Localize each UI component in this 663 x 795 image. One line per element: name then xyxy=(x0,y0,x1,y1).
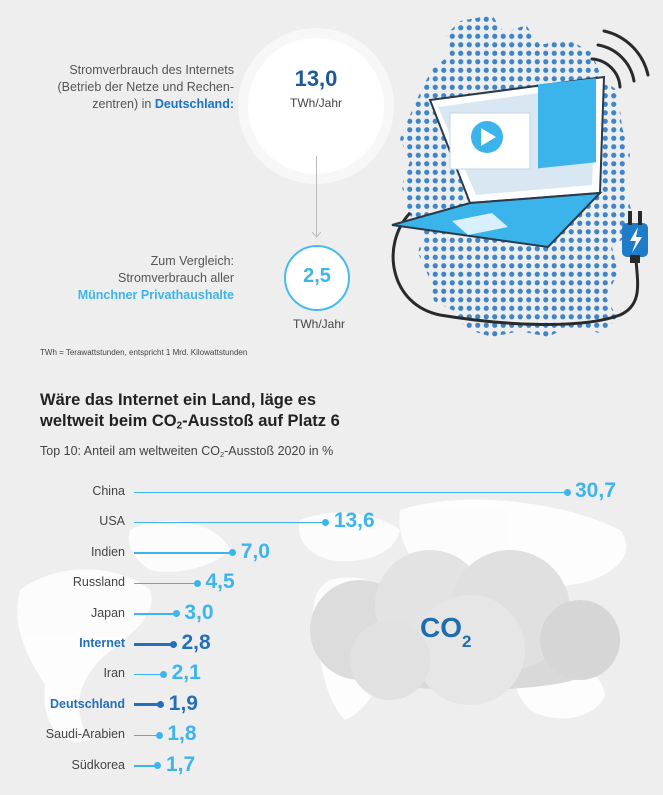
germany-value: 13,0 xyxy=(294,66,338,91)
bar xyxy=(134,703,161,707)
comparison-label: Zum Vergleich: Stromverbrauch aller Münc… xyxy=(77,254,234,302)
chart-subtitle: Top 10: Anteil am weltweiten CO2-Ausstoß… xyxy=(40,444,334,459)
value-label: 1,9 xyxy=(168,691,198,715)
category-label: Deutschland xyxy=(49,696,125,711)
bar-end-point xyxy=(193,579,201,587)
bar xyxy=(134,552,233,554)
bar xyxy=(134,521,326,524)
category-label: Iran xyxy=(103,666,125,681)
value-label: 1,8 xyxy=(167,722,197,746)
play-icon xyxy=(471,121,503,153)
germany-consumption-label: Stromverbrauch des Internets (Betrieb de… xyxy=(57,63,234,111)
value-label: 13,6 xyxy=(333,509,375,533)
category-label: Südkorea xyxy=(71,757,125,772)
value-label: 1,7 xyxy=(165,752,196,776)
bar-end-point xyxy=(322,518,330,526)
bar-end-point xyxy=(154,762,162,770)
comparison-unit: TWh/Jahr xyxy=(292,317,345,331)
category-label: Japan xyxy=(90,605,125,620)
comparison-value-circle: 2,5 xyxy=(284,245,350,311)
germany-unit: TWh/Jahr xyxy=(289,96,342,110)
bar xyxy=(134,673,164,676)
bar xyxy=(134,642,174,646)
lightning-icon xyxy=(630,227,642,253)
value-label: 3,0 xyxy=(184,600,214,624)
category-label: Indien xyxy=(90,544,125,559)
value-label: 7,0 xyxy=(240,539,270,563)
bar-end-point xyxy=(160,670,168,678)
bar-end-point xyxy=(169,640,177,648)
category-label: Internet xyxy=(79,636,125,650)
bar-end-point xyxy=(563,488,571,496)
bar-end-point xyxy=(157,701,165,709)
illustration xyxy=(391,15,650,337)
bar-end-point xyxy=(229,549,237,557)
bar-end-point xyxy=(172,610,180,618)
wifi-icon xyxy=(590,29,650,89)
bar xyxy=(134,765,158,767)
value-label: 2,8 xyxy=(181,631,211,654)
germany-value-circle: 13,0 TWh/Jahr xyxy=(248,38,384,174)
category-label: Russland xyxy=(72,575,125,590)
value-label: 2,1 xyxy=(171,661,201,685)
bar xyxy=(134,734,160,737)
cloud-icon xyxy=(310,550,620,705)
bar xyxy=(134,491,567,493)
connector-arrow-icon xyxy=(312,232,321,238)
value-label: 30,7 xyxy=(575,479,616,502)
value-label: 4,5 xyxy=(205,570,235,594)
munich-highlight: Münchner Privathaushalte xyxy=(77,288,234,302)
category-label: Saudi-Arabien xyxy=(45,727,125,742)
bar xyxy=(134,613,177,615)
germany-highlight: Deutschland: xyxy=(154,97,234,111)
chart-title: Wäre das Internet ein Land, läge es welt… xyxy=(40,391,340,432)
co2-label: CO2 xyxy=(420,612,472,651)
world-map-background xyxy=(17,499,627,742)
footnote: TWh = Terawattstunden, entspricht 1 Mrd.… xyxy=(40,348,248,357)
bar-end-point xyxy=(155,731,163,739)
category-label: China xyxy=(92,484,125,498)
category-label: USA xyxy=(99,514,125,529)
connector-line xyxy=(316,156,317,236)
comparison-value: 2,5 xyxy=(303,265,331,287)
bar xyxy=(134,582,198,585)
